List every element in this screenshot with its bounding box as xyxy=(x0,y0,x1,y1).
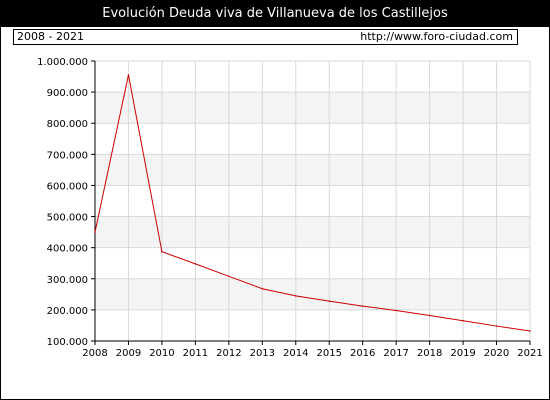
data-point xyxy=(261,287,264,290)
grid-band xyxy=(95,154,530,186)
data-point xyxy=(228,275,230,278)
data-point xyxy=(94,231,96,233)
y-tick-label: 700.000 xyxy=(47,150,88,161)
x-tick-label: 2014 xyxy=(283,348,308,359)
x-tick-label: 2018 xyxy=(417,348,442,359)
data-point xyxy=(361,305,364,307)
data-point xyxy=(161,250,163,253)
data-point xyxy=(328,300,331,302)
x-tick-label: 2020 xyxy=(484,348,509,359)
series-line xyxy=(94,74,531,332)
x-tick-label: 2011 xyxy=(183,348,208,359)
y-tick-label: 800.000 xyxy=(47,119,88,130)
x-tick-label: 2021 xyxy=(517,348,542,359)
data-point xyxy=(294,295,297,297)
data-point xyxy=(194,263,197,265)
x-tick-label: 2009 xyxy=(116,348,141,359)
x-tick-label: 2015 xyxy=(317,348,342,359)
data-point xyxy=(395,309,397,312)
grid-band xyxy=(95,278,530,310)
y-tick-label: 900.000 xyxy=(47,88,88,99)
info-bar: 2008 - 2021 http://www.foro-ciudad.com xyxy=(13,29,518,45)
data-point xyxy=(495,325,498,327)
y-tick-label: 500.000 xyxy=(47,213,88,224)
data-point xyxy=(462,319,464,322)
site-url: http://www.foro-ciudad.com xyxy=(360,30,513,43)
x-tick-label: 2010 xyxy=(149,348,174,359)
x-tick-label: 2016 xyxy=(350,348,375,359)
data-point xyxy=(529,330,531,332)
x-tick-label: 2012 xyxy=(216,348,241,359)
y-tick-label: 300.000 xyxy=(47,275,88,286)
data-point xyxy=(127,74,130,76)
x-tick-label: 2013 xyxy=(250,348,275,359)
grid-band xyxy=(95,92,530,124)
y-tick-label: 600.000 xyxy=(47,181,88,192)
y-tick-label: 100.000 xyxy=(47,337,88,348)
grid-band xyxy=(95,216,530,248)
data-point xyxy=(428,314,431,317)
y-tick-label: 400.000 xyxy=(47,244,88,255)
x-tick-label: 2019 xyxy=(450,348,475,359)
period-label: 2008 - 2021 xyxy=(17,30,84,43)
y-tick-label: 1.000.000 xyxy=(37,57,88,68)
x-tick-label: 2008 xyxy=(82,348,107,359)
x-tick-label: 2017 xyxy=(383,348,408,359)
chart-title: Evolución Deuda viva de Villanueva de lo… xyxy=(0,0,550,27)
y-tick-label: 200.000 xyxy=(47,306,88,317)
